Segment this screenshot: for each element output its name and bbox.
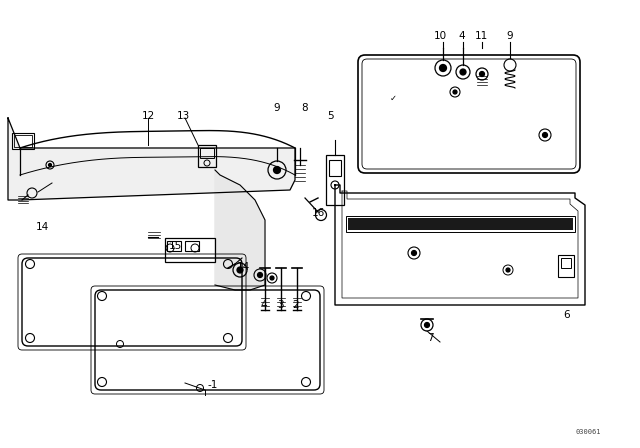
Text: 6: 6 (564, 310, 570, 320)
Polygon shape (8, 118, 295, 200)
Circle shape (440, 65, 447, 72)
Circle shape (453, 90, 457, 94)
Circle shape (257, 272, 262, 277)
Bar (348, 218, 573, 230)
Text: 9: 9 (274, 103, 280, 113)
Bar (167, 241, 181, 251)
Circle shape (460, 69, 466, 75)
Bar (346, 216, 575, 232)
Bar (329, 160, 341, 176)
Circle shape (479, 72, 484, 77)
Circle shape (270, 276, 274, 280)
Bar (198, 145, 216, 167)
Text: 12: 12 (141, 111, 155, 121)
Circle shape (543, 133, 547, 138)
Text: 14: 14 (35, 222, 49, 232)
Text: 9: 9 (507, 31, 513, 41)
Text: 3: 3 (276, 300, 284, 310)
Text: 2: 2 (292, 300, 300, 310)
Text: 14: 14 (236, 262, 250, 272)
Bar (561, 258, 571, 268)
Bar (14, 135, 32, 147)
Bar (165, 238, 215, 262)
Bar (558, 255, 574, 277)
Circle shape (424, 323, 429, 327)
Text: 10: 10 (433, 31, 447, 41)
Circle shape (273, 167, 280, 173)
Bar (326, 155, 344, 205)
Polygon shape (215, 170, 265, 290)
Bar (12, 133, 34, 149)
Text: 030061: 030061 (575, 429, 601, 435)
Circle shape (412, 250, 417, 255)
Circle shape (49, 164, 51, 167)
Circle shape (237, 267, 243, 273)
Bar (200, 148, 214, 158)
Text: -1: -1 (208, 380, 218, 390)
Text: 7: 7 (427, 333, 433, 343)
Text: 8: 8 (301, 103, 308, 113)
Bar (185, 241, 199, 251)
Circle shape (506, 268, 510, 272)
Text: 15: 15 (168, 241, 182, 251)
Text: 11: 11 (474, 31, 488, 41)
Text: 4: 4 (260, 300, 268, 310)
Text: 16: 16 (312, 208, 324, 218)
Text: 13: 13 (177, 111, 189, 121)
Text: 4: 4 (459, 31, 465, 41)
Text: ✓: ✓ (390, 94, 397, 103)
Text: 5: 5 (326, 111, 333, 121)
